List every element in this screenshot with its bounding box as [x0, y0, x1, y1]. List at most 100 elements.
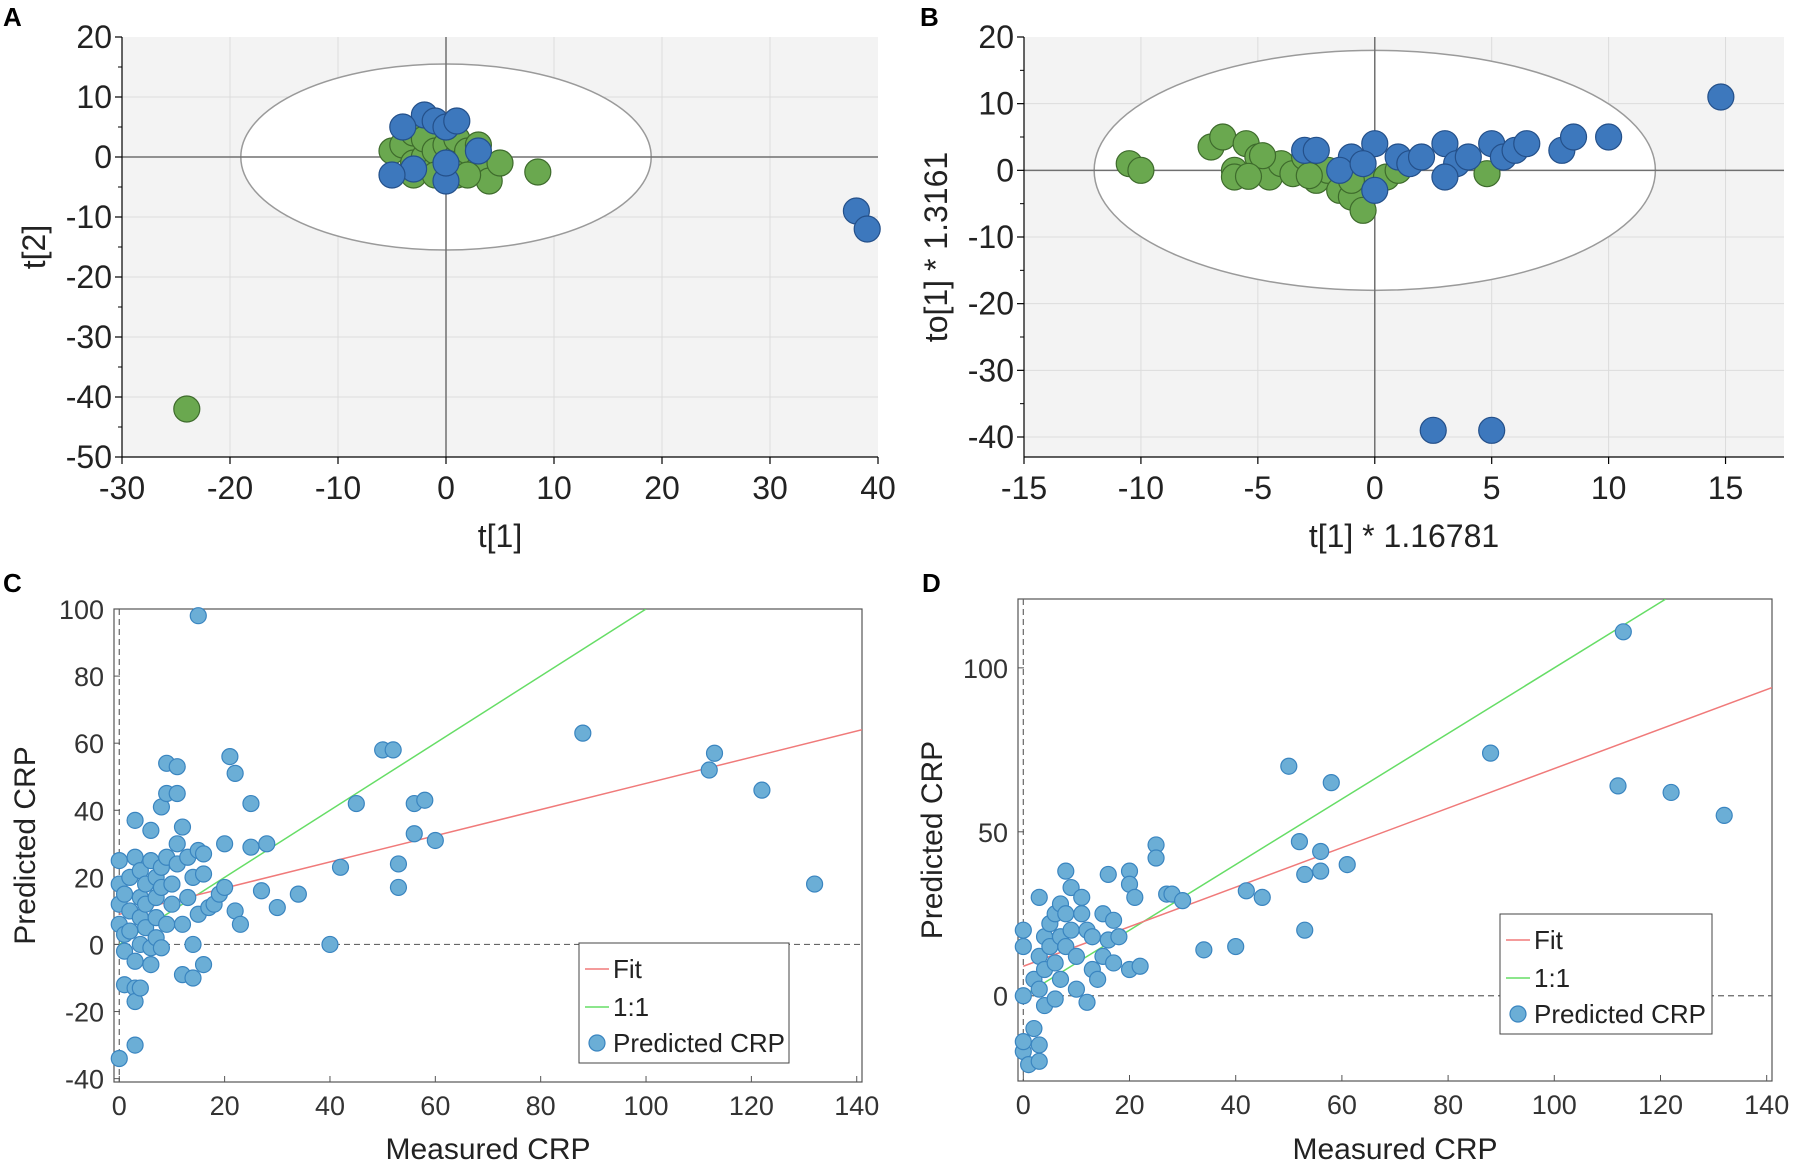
- data-point: [173, 915, 192, 933]
- data-point: [1051, 970, 1070, 988]
- data-point: [1062, 878, 1080, 897]
- y-axis-title: Predicted CRP: [916, 741, 949, 939]
- data-point: [258, 835, 276, 853]
- data-point: [1025, 1019, 1043, 1038]
- x-axis-title: t[1]: [478, 518, 522, 554]
- x-tick-label: -20: [207, 470, 253, 506]
- y-tick-label: 40: [74, 796, 104, 826]
- data-point: [168, 784, 186, 803]
- data-point: [1127, 156, 1155, 184]
- data-point: [242, 838, 260, 856]
- data-point: [142, 955, 160, 974]
- data-point: [168, 835, 186, 853]
- x-tick-label: 0: [1366, 470, 1384, 506]
- data-point: [1559, 123, 1588, 151]
- x-tick-label: -5: [1244, 470, 1272, 506]
- y-tick-label: 10: [76, 79, 112, 115]
- series-predicted-crp: [110, 607, 824, 1068]
- x-tick-label: -15: [1001, 470, 1047, 506]
- data-point: [384, 741, 402, 759]
- data-point: [1326, 156, 1354, 184]
- legend-box: [578, 942, 790, 1064]
- data-point: [524, 158, 552, 186]
- fit-line: [1023, 686, 1772, 967]
- data-point: [1104, 911, 1123, 929]
- x-tick-label: 40: [315, 1091, 345, 1121]
- x-tick-label: 10: [536, 470, 572, 506]
- data-point: [1614, 623, 1632, 641]
- data-point: [1237, 882, 1255, 900]
- data-point: [1078, 993, 1096, 1011]
- data-point: [1715, 806, 1733, 825]
- data-point: [1481, 744, 1500, 762]
- y-tick-label: -10: [66, 199, 112, 235]
- data-point: [1302, 136, 1330, 164]
- legend-label: Predicted CRP: [613, 1028, 785, 1058]
- series-group-2: [1115, 123, 1501, 224]
- x-tick-label: 60: [1327, 1090, 1357, 1120]
- data-point: [1030, 980, 1048, 998]
- x-tick-label: 20: [210, 1091, 240, 1121]
- data-point: [226, 764, 244, 782]
- series-group-1: [378, 101, 881, 243]
- data-point: [184, 935, 202, 954]
- data-point: [1030, 1036, 1048, 1054]
- legend: Fit 1:1 Predicted CRP: [578, 942, 790, 1064]
- data-point: [216, 878, 234, 897]
- data-point: [1431, 163, 1459, 191]
- data-point: [121, 922, 139, 940]
- x-tick-label: 20: [644, 470, 680, 506]
- data-point: [194, 865, 213, 883]
- data-point: [1030, 888, 1048, 906]
- y-tick-label: -30: [66, 319, 112, 355]
- data-point: [389, 855, 408, 873]
- data-point: [426, 831, 444, 850]
- data-point: [1227, 937, 1245, 956]
- data-point: [574, 724, 592, 742]
- data-point: [1295, 162, 1323, 190]
- legend: Fit 1:1 Predicted CRP: [1499, 913, 1713, 1035]
- y-axis-title: Predicted CRP: [9, 746, 42, 944]
- data-point: [1099, 865, 1117, 884]
- data-point: [110, 851, 128, 870]
- identity-line: [118, 609, 647, 946]
- data-point: [753, 781, 771, 799]
- data-point: [152, 939, 171, 957]
- y-tick-label: 10: [978, 86, 1014, 122]
- data-point: [173, 395, 201, 423]
- identity-line: [1022, 599, 1667, 997]
- data-point: [1057, 905, 1075, 923]
- data-point: [1073, 905, 1091, 923]
- y-tick-label: 20: [74, 863, 104, 893]
- data-point: [1707, 83, 1735, 111]
- data-point: [115, 885, 134, 903]
- data-point: [1067, 947, 1086, 966]
- data-point: [1349, 150, 1377, 178]
- data-point: [1296, 921, 1314, 939]
- y-tick-label: -50: [66, 439, 112, 475]
- y-tick-label: 20: [76, 19, 112, 55]
- data-point: [173, 818, 192, 836]
- data-point: [126, 811, 144, 829]
- data-point: [1609, 777, 1627, 795]
- data-point: [1296, 865, 1314, 884]
- x-tick-label: 5: [1483, 470, 1501, 506]
- x-tick-label: 140: [834, 1091, 879, 1121]
- x-tick-label: 40: [860, 470, 896, 506]
- data-point: [1280, 757, 1298, 775]
- data-point: [1089, 970, 1107, 988]
- data-point: [216, 835, 234, 853]
- data-point: [1014, 1033, 1032, 1051]
- x-tick-label: 10: [1591, 470, 1627, 506]
- legend-label: Fit: [613, 954, 643, 984]
- data-point: [1234, 162, 1263, 190]
- x-tick-label: 100: [623, 1091, 668, 1121]
- data-point: [1407, 143, 1436, 171]
- x-tick-label: 140: [1744, 1090, 1789, 1120]
- y-tick-label: -10: [968, 219, 1014, 255]
- data-point: [1030, 1052, 1048, 1070]
- data-point: [168, 758, 186, 776]
- data-point: [163, 895, 181, 913]
- data-point: [1454, 143, 1482, 171]
